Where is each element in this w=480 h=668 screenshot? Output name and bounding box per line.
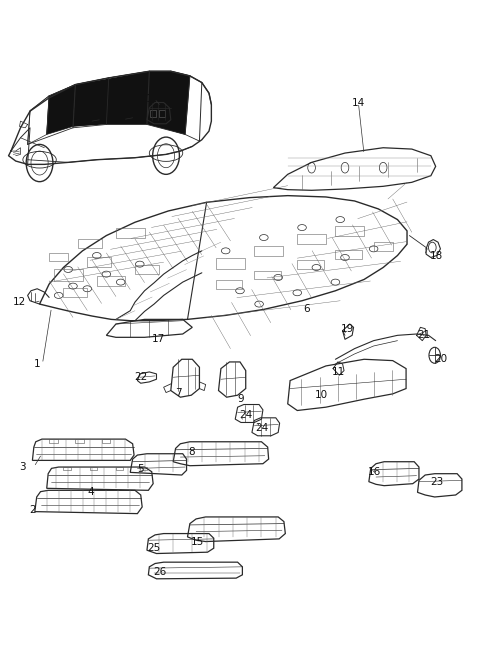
Bar [49,253,68,261]
Text: 24: 24 [239,410,252,420]
Text: 4: 4 [87,488,94,497]
Bar [90,467,97,470]
Bar [49,439,58,443]
Text: 16: 16 [368,468,381,478]
Text: 14: 14 [352,98,365,108]
Text: 22: 22 [134,372,147,382]
Bar [336,250,362,259]
Text: 10: 10 [314,390,327,400]
Text: 15: 15 [191,536,204,546]
Bar [336,226,364,236]
Text: 9: 9 [238,394,244,404]
Bar [254,246,283,255]
Text: 23: 23 [430,477,443,487]
Bar [116,467,123,470]
Text: 6: 6 [303,304,310,314]
Text: 24: 24 [255,424,268,434]
Text: 21: 21 [418,331,431,340]
Text: 25: 25 [147,543,160,553]
Bar [216,280,242,289]
Text: 2: 2 [29,504,36,514]
Bar [75,439,84,443]
Bar [297,260,324,269]
Bar [150,110,156,117]
Bar [54,269,83,281]
Bar [135,265,159,274]
Bar [216,258,245,269]
Bar [116,228,144,238]
Bar [63,467,71,470]
Bar [373,242,393,251]
Text: 8: 8 [189,448,195,458]
Bar [159,110,165,117]
Text: 7: 7 [176,387,182,397]
Bar [297,234,326,244]
Text: 17: 17 [152,334,165,344]
Bar [102,439,110,443]
Polygon shape [47,85,75,134]
Text: 12: 12 [13,297,26,307]
Bar [254,271,281,279]
Text: 11: 11 [332,367,345,377]
Bar [78,239,102,248]
Text: 3: 3 [20,462,26,472]
Text: 26: 26 [153,567,167,577]
Text: 13: 13 [145,94,159,104]
Text: 20: 20 [435,354,448,364]
Bar [63,288,87,297]
Bar [140,467,147,470]
Text: 5: 5 [137,464,144,474]
Bar [97,276,125,286]
Text: 18: 18 [430,250,443,261]
Bar [87,257,111,267]
Text: 1: 1 [34,359,40,369]
Text: 19: 19 [341,324,354,334]
Polygon shape [73,71,190,134]
